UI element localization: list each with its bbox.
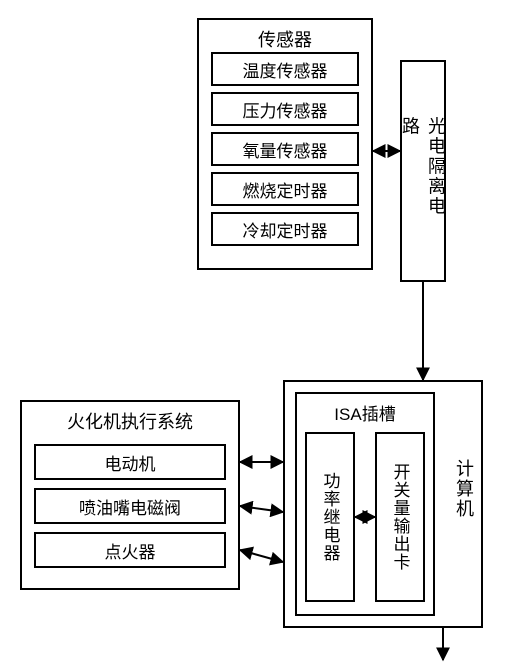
sensor-item: 氧量传感器	[211, 132, 359, 166]
isa-slot-title: ISA插槽	[297, 394, 433, 431]
opto-isolation-label: 光电隔离电路	[397, 117, 449, 226]
actuator-item: 喷油嘴电磁阀	[34, 488, 226, 524]
computer-label: 计算机	[451, 459, 477, 519]
sensor-item: 压力传感器	[211, 92, 359, 126]
sensor-item: 冷却定时器	[211, 212, 359, 246]
actuator-item: 点火器	[34, 532, 226, 568]
sensors-title: 传感器	[199, 20, 371, 56]
actuator-item: 电动机	[34, 444, 226, 480]
switch-output-card-label: 开关量输出卡	[388, 434, 413, 600]
power-relay-label: 功率继电器	[318, 434, 343, 600]
actuator-system-title: 火化机执行系统	[22, 402, 238, 438]
sensor-item: 温度传感器	[211, 52, 359, 86]
sensor-item: 燃烧定时器	[211, 172, 359, 206]
opto-isolation-box: 光电隔离电路	[400, 60, 446, 282]
power-relay-box: 功率继电器	[305, 432, 355, 602]
switch-output-card-box: 开关量输出卡	[375, 432, 425, 602]
